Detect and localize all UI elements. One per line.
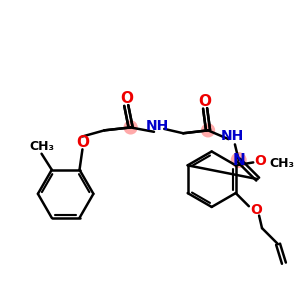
Text: O: O [255, 154, 267, 168]
Circle shape [202, 124, 214, 137]
Circle shape [124, 121, 137, 134]
Circle shape [231, 153, 246, 167]
Text: CH₃: CH₃ [269, 158, 294, 170]
Text: CH₃: CH₃ [29, 140, 54, 153]
Text: O: O [250, 203, 262, 217]
Text: O: O [120, 91, 133, 106]
Text: NH: NH [221, 129, 244, 142]
Text: O: O [199, 94, 212, 109]
Text: NH: NH [145, 119, 169, 133]
Text: N: N [232, 153, 245, 168]
Text: O: O [76, 135, 89, 150]
